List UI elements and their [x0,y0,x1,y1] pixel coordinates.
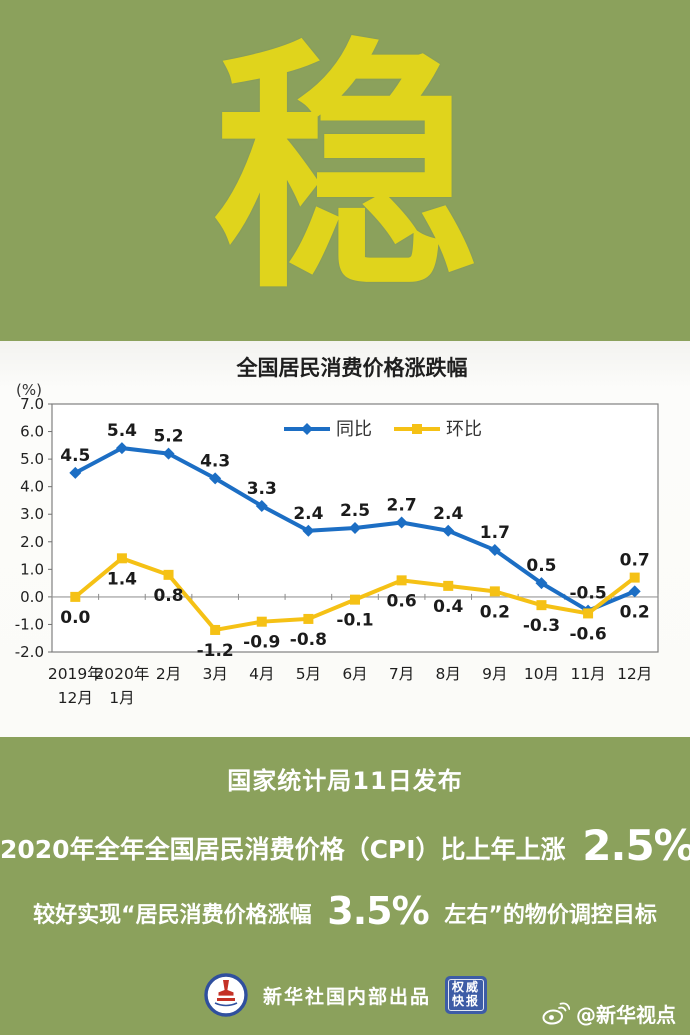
svg-text:12月: 12月 [58,689,93,707]
svg-text:-0.1: -0.1 [336,611,373,631]
svg-text:2月: 2月 [156,665,181,683]
svg-text:10月: 10月 [524,665,559,683]
svg-text:-0.9: -0.9 [243,633,280,653]
svg-text:2.0: 2.0 [20,533,44,551]
authority-badge: 权威 快报 [445,976,488,1014]
series-环比: 0.0 1.4 0.8 -1.2 -0.9 -0.8 -0.1 0.6 0.4 0.2 -0.3 -0… [60,551,650,661]
svg-text:-0.6: -0.6 [569,624,606,644]
svg-text:3.3: 3.3 [247,479,277,499]
svg-text:1.7: 1.7 [480,523,510,543]
producer-text: 新华社国内部出品 [262,985,431,1008]
headline-cpi-value: 2.5% [582,821,690,870]
svg-text:9月: 9月 [482,665,507,683]
svg-text:1.4: 1.4 [107,569,137,589]
chart-unit-label: (%) [16,381,42,399]
svg-text:1月: 1月 [109,689,134,707]
bottom-section: 国家统计局11日发布 2020年全年全国居民消费价格（CPI）比上年上涨 2.5… [0,737,690,1035]
chart-legend: 同比 环比 [284,419,482,440]
svg-text:0.8: 0.8 [153,586,183,606]
svg-text:4.5: 4.5 [60,446,90,466]
svg-text:0.0: 0.0 [60,608,90,628]
svg-text:6.0: 6.0 [20,423,44,441]
weibo-handle: @新华视点 [576,1003,676,1027]
svg-text:4月: 4月 [249,665,274,683]
footer: 新华社国内部出品 权威 快报 [0,969,690,1021]
svg-text:0.4: 0.4 [433,597,463,617]
svg-text:-0.8: -0.8 [290,630,327,650]
svg-text:-2.0: -2.0 [15,643,44,661]
series-同比: 4.5 5.4 5.2 4.3 3.3 2.4 2.5 2.7 2.4 1.7 0.5 -0.5 0.2 [60,421,650,622]
authority-badge-text: 权威 快报 [448,979,485,1011]
weibo-credit: @新华视点 [542,999,676,1028]
svg-text:2.4: 2.4 [293,504,323,524]
svg-text:5.4: 5.4 [107,421,137,441]
svg-text:0.0: 0.0 [20,588,44,606]
headline-target-text1: 较好实现“居民消费价格涨幅 [33,903,312,928]
svg-text:-1.0: -1.0 [15,615,44,633]
svg-text:0.2: 0.2 [620,602,650,622]
svg-text:5.0: 5.0 [20,450,44,468]
svg-text:环比: 环比 [446,419,482,440]
svg-text:5月: 5月 [296,665,321,683]
svg-text:-0.5: -0.5 [569,584,606,604]
headline-target-text2: 左右”的物价调控目标 [444,903,657,928]
svg-text:2.7: 2.7 [387,495,417,515]
svg-text:-0.3: -0.3 [523,616,560,636]
svg-text:7月: 7月 [389,665,414,683]
svg-text:-1.2: -1.2 [197,641,234,661]
svg-text:2019年: 2019年 [48,665,103,683]
chart-panel: 全国居民消费价格涨跌幅 (%) 7.0 6.0 5.0 4.0 3.0 2.0 1.0 0.0… [0,341,690,737]
svg-text:5.2: 5.2 [153,427,183,447]
svg-text:2.5: 2.5 [340,501,370,521]
weibo-icon [542,1001,570,1025]
svg-text:2020年: 2020年 [94,665,149,683]
xinhua-logo-icon [204,973,248,1017]
svg-text:2.4: 2.4 [433,504,463,524]
headline-target-value: 3.5% [327,889,429,933]
svg-text:7.0: 7.0 [20,395,44,413]
svg-text:0.6: 0.6 [387,591,417,611]
svg-text:4.0: 4.0 [20,478,44,496]
svg-text:0.2: 0.2 [480,602,510,622]
svg-text:1.0: 1.0 [20,560,44,578]
svg-text:同比: 同比 [336,419,372,440]
headline-target: 较好实现“居民消费价格涨幅 3.5% 左右”的物价调控目标 [0,889,690,933]
headline-cpi: 2020年全年全国居民消费价格（CPI）比上年上涨 2.5% [0,821,690,870]
svg-text:11月: 11月 [570,665,605,683]
headline-cpi-text: 2020年全年全国居民消费价格（CPI）比上年上涨 [0,835,566,864]
hero-character-wen: 稳 [211,17,479,323]
source-line: 国家统计局11日发布 [227,767,463,795]
svg-text:0.5: 0.5 [526,556,556,576]
y-axis: 7.0 6.0 5.0 4.0 3.0 2.0 1.0 0.0 -1.0 -2.0 [15,395,52,661]
chart-title: 全国居民消费价格涨跌幅 [236,356,468,380]
svg-text:0.7: 0.7 [620,551,650,571]
svg-text:6月: 6月 [342,665,367,683]
hero-banner: 稳 [0,0,690,341]
cpi-line-chart: 全国居民消费价格涨跌幅 (%) 7.0 6.0 5.0 4.0 3.0 2.0 1.0 0.0… [15,356,659,707]
svg-text:3.0: 3.0 [20,505,44,523]
svg-text:12月: 12月 [617,665,652,683]
svg-text:3月: 3月 [202,665,227,683]
svg-text:4.3: 4.3 [200,451,230,471]
svg-text:8月: 8月 [436,665,461,683]
